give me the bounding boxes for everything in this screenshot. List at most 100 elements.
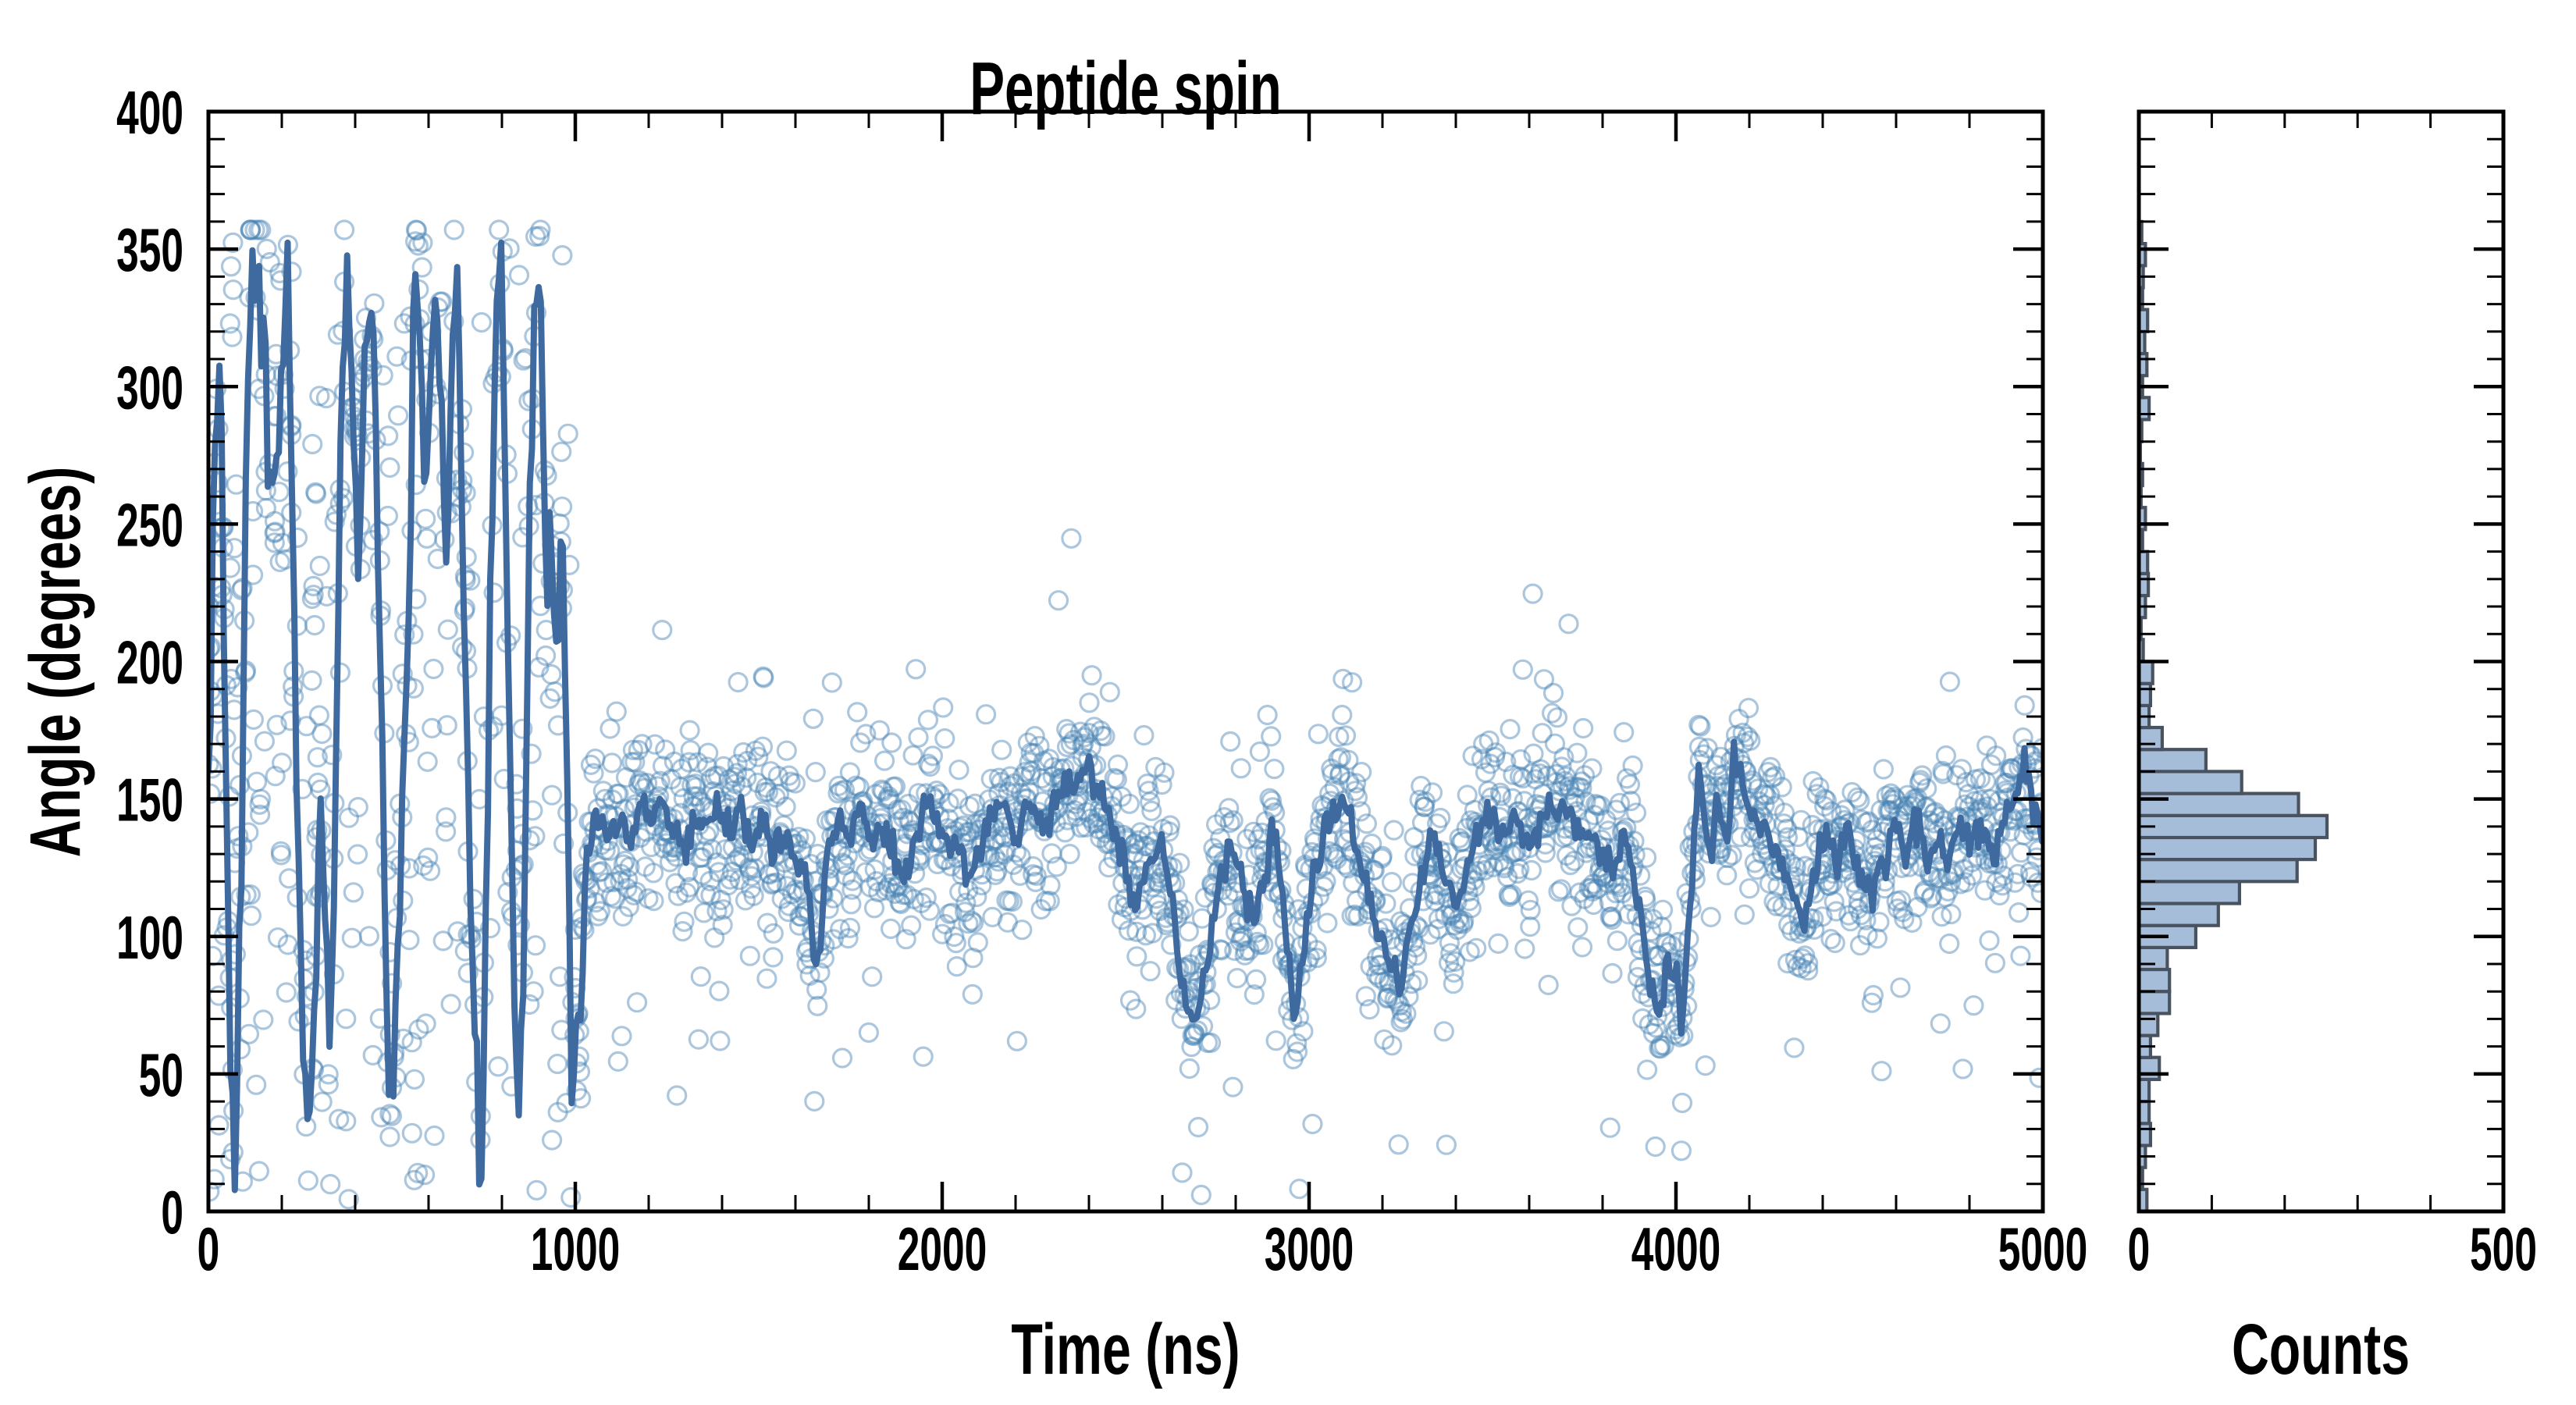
histogram-bar: [2139, 902, 2220, 927]
scatter-point: [692, 864, 713, 885]
scatter-point: [962, 912, 984, 934]
scatter-point: [1234, 944, 1255, 966]
scatter-point: [1976, 796, 1998, 817]
scatter-point: [1137, 773, 1158, 795]
histogram-bar: [2139, 967, 2172, 994]
scatter-point: [1582, 873, 1604, 895]
scatter-point: [1838, 905, 1859, 926]
scatter-point: [579, 877, 600, 899]
scatter-point: [756, 912, 778, 934]
scatter-point: [832, 852, 853, 873]
scatter-point: [902, 745, 923, 766]
scatter-point: [249, 794, 270, 815]
scatter-point: [1574, 888, 1595, 909]
scatter-point: [320, 1173, 341, 1195]
scatter-point: [560, 1186, 582, 1208]
scatter-point: [878, 786, 899, 807]
scatter-point: [329, 1108, 350, 1129]
scatter-point: [1937, 880, 1959, 902]
scatter-point: [482, 716, 503, 737]
scatter-point: [270, 841, 291, 862]
scatter-point: [1271, 840, 1292, 862]
scatter-point: [1550, 879, 1572, 900]
scatter-point: [208, 1168, 225, 1190]
scatter-point: [1984, 952, 2005, 973]
scatter-point: [1881, 789, 1902, 810]
scatter-point: [1017, 732, 1038, 753]
scatter-point: [422, 717, 443, 739]
scatter-point: [535, 645, 557, 667]
scatter-point: [2026, 847, 2043, 868]
scatter-point: [1706, 755, 1727, 776]
scatter-point: [913, 1046, 934, 1067]
scatter-point: [952, 815, 974, 837]
scatter-point: [1079, 692, 1100, 713]
scatter-point: [404, 231, 426, 252]
scatter-point: [1757, 761, 1779, 783]
scatter-point: [1055, 822, 1076, 843]
scatter-point: [525, 226, 546, 247]
scatter-point: [1118, 919, 1140, 941]
scatter-point: [1655, 931, 1676, 953]
scatter-point: [322, 745, 343, 766]
scatter-point: [1822, 873, 1843, 894]
histogram-bar: [2139, 945, 2169, 972]
scatter-point: [1329, 726, 1350, 748]
scatter-point: [1462, 745, 1483, 767]
scatter-point: [1149, 900, 1170, 922]
scatter-point: [653, 838, 674, 859]
scatter-point: [1286, 1033, 1308, 1054]
scatter-point: [1491, 785, 1512, 806]
scatter-point: [1661, 934, 1682, 956]
scatter-point: [1329, 765, 1350, 786]
scatter-point: [649, 770, 671, 791]
scatter-point: [1249, 934, 1270, 955]
scatter-point: [745, 740, 767, 761]
scatter-point: [926, 780, 948, 802]
scatter-point: [308, 705, 329, 726]
scatter-point: [896, 884, 918, 905]
scatter-point: [1953, 859, 1974, 880]
scatter-point: [1004, 773, 1025, 794]
scatter-point: [1060, 734, 1081, 755]
scatter-point: [1347, 905, 1368, 927]
scatter-point: [975, 704, 997, 725]
scatter-point: [1247, 931, 1268, 953]
scatter-point: [1871, 1061, 1892, 1082]
scatter-point: [303, 585, 324, 606]
scatter-point: [1236, 828, 1258, 850]
scatter-point: [998, 781, 1019, 802]
scatter-point: [1220, 731, 1241, 752]
scatter-point: [1541, 702, 1563, 724]
scatter-point: [429, 291, 451, 312]
scatter-point: [1061, 528, 1082, 549]
scatter-point: [418, 847, 439, 869]
scatter-point: [1976, 735, 1998, 756]
scatter-point: [884, 883, 906, 905]
scatter-point: [208, 1115, 229, 1136]
scatter-point: [324, 511, 345, 532]
scatter-point: [724, 774, 746, 795]
scatter-point: [1856, 909, 1877, 930]
scatter-point: [917, 710, 939, 731]
scatter-point: [1754, 795, 1775, 816]
scatter-point: [1146, 887, 1167, 909]
scatter-point: [1046, 856, 1067, 877]
scatter-point: [1154, 762, 1175, 783]
scatter-point: [2013, 824, 2034, 846]
scatter-point: [1509, 859, 1530, 880]
scatter-point: [580, 754, 602, 776]
scatter-point: [1986, 745, 2007, 767]
scatter-point: [1606, 930, 1628, 951]
scatter-point: [1898, 795, 1920, 816]
scatter-point: [1650, 1035, 1671, 1056]
scatter-point: [309, 555, 330, 577]
scatter-point: [1488, 933, 1509, 955]
scatter-point: [405, 219, 427, 240]
scatter-point: [1197, 1032, 1219, 1054]
scatter-point: [2005, 872, 2026, 893]
scatter-point: [984, 864, 1006, 886]
scatter-point: [1788, 826, 1809, 848]
scatter-point: [1470, 855, 1492, 876]
scatter-point: [1140, 961, 1161, 982]
